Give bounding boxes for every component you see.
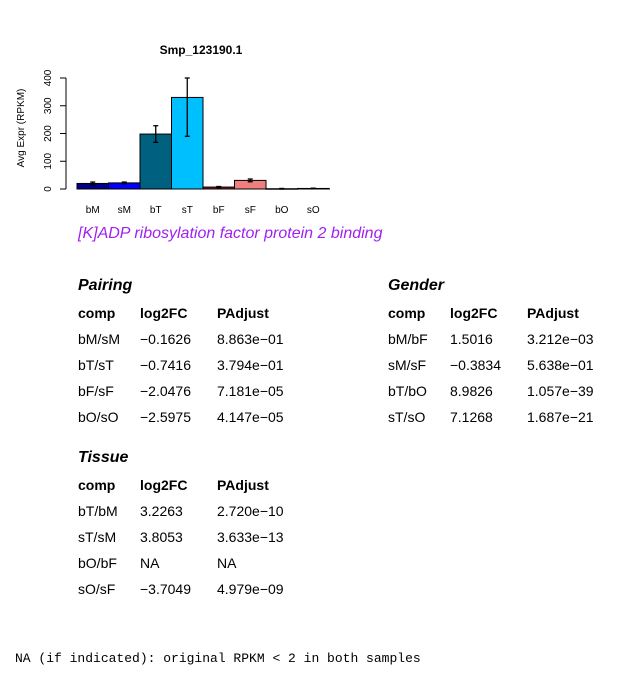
cell-padjust: 8.863e−01: [217, 331, 284, 347]
cell-log2fc: −2.5975: [140, 409, 191, 425]
gender-table: comp log2FC PAdjust bM/bF 1.5016 3.212e−03…: [388, 300, 617, 430]
cell-log2fc: NA: [140, 555, 160, 571]
cell-log2fc: −3.7049: [140, 581, 191, 597]
cell-padjust: 4.979e−09: [217, 581, 284, 597]
cell-log2fc: 3.8053: [140, 529, 183, 545]
gender-title: Gender: [388, 277, 445, 294]
cell-comp: bO/sO: [78, 409, 119, 425]
cell-log2fc: 3.2263: [140, 503, 183, 519]
tissue-title: Tissue: [78, 449, 129, 466]
cell-log2fc: 7.1268: [450, 409, 493, 425]
x-tick-label-sO: sO: [307, 205, 320, 216]
header-comp: comp: [388, 305, 426, 321]
cell-padjust: 2.720e−10: [217, 503, 284, 519]
header-padjust: PAdjust: [217, 477, 269, 493]
x-tick-labels: bM sM bT sT bF sF bO sO: [86, 205, 320, 216]
table-header-row: comp log2FC PAdjust: [388, 300, 617, 326]
cell-comp: bM/bF: [388, 331, 428, 347]
cell-log2fc: −0.1626: [140, 331, 191, 347]
pairing-table: comp log2FC PAdjust bM/sM −0.1626 8.863e−0…: [78, 300, 307, 430]
cell-padjust: 5.638e−01: [527, 357, 594, 373]
bar-bT: [139, 133, 172, 190]
y-tick-label: 0: [43, 186, 54, 192]
x-tick-label-bT: bT: [150, 205, 162, 216]
x-tick-label-bF: bF: [213, 205, 225, 216]
cell-comp: sT/sM: [78, 529, 117, 545]
header-padjust: PAdjust: [217, 305, 269, 321]
cell-padjust: NA: [217, 555, 237, 571]
cell-padjust: 1.057e−39: [527, 383, 594, 399]
cell-padjust: 3.633e−13: [217, 529, 284, 545]
cell-comp: bT/bO: [388, 383, 427, 399]
chart-title: Smp_123190.1: [160, 43, 243, 57]
table-row: bM/sM −0.1626 8.863e−01: [78, 326, 307, 352]
y-tick-label: 300: [43, 97, 54, 114]
expression-bar-chart: Smp_123190.1 Avg Expr (RPKM) 0 100 200 300 4…: [16, 43, 330, 216]
header-log2fc: log2FC: [140, 477, 188, 493]
cell-comp: bO/bF: [78, 555, 117, 571]
table-row: sM/sF −0.3834 5.638e−01: [388, 352, 617, 378]
x-tick-label-sF: sF: [245, 205, 256, 216]
x-tick-label-sM: sM: [118, 205, 131, 216]
cell-comp: sO/sF: [78, 581, 116, 597]
table-row: bM/bF 1.5016 3.212e−03: [388, 326, 617, 352]
cell-padjust: 4.147e−05: [217, 409, 284, 425]
header-log2fc: log2FC: [140, 305, 188, 321]
cell-log2fc: 1.5016: [450, 331, 493, 347]
x-tick-label-bO: bO: [275, 205, 289, 216]
y-axis-label: Avg Expr (RPKM): [16, 89, 27, 168]
cell-padjust: 3.212e−03: [527, 331, 594, 347]
footnote: NA (if indicated): original RPKM < 2 in …: [15, 651, 421, 666]
header-log2fc: log2FC: [450, 305, 498, 321]
cell-log2fc: −0.3834: [450, 357, 501, 373]
table-row: sT/sO 7.1268 1.687e−21: [388, 404, 617, 430]
header-comp: comp: [78, 477, 116, 493]
header-padjust: PAdjust: [527, 305, 579, 321]
cell-comp: bM/sM: [78, 331, 120, 347]
cell-comp: bF/sF: [78, 383, 114, 399]
tissue-table: comp log2FC PAdjust bT/bM 3.2263 2.720e−10…: [78, 472, 307, 602]
cell-log2fc: −0.7416: [140, 357, 191, 373]
y-tick-label: 400: [43, 69, 54, 86]
table-row: sT/sM 3.8053 3.633e−13: [78, 524, 307, 550]
cell-comp: sT/sO: [388, 409, 426, 425]
pairing-title: Pairing: [78, 277, 133, 294]
cell-log2fc: 8.9826: [450, 383, 493, 399]
gene-annotation: [K]ADP ribosylation factor protein 2 bin…: [78, 225, 383, 242]
table-row: bO/bF NA NA: [78, 550, 307, 576]
table-header-row: comp log2FC PAdjust: [78, 300, 307, 326]
cell-comp: sM/sF: [388, 357, 427, 373]
cell-padjust: 1.687e−21: [527, 409, 594, 425]
error-bars: [90, 77, 316, 190]
table-row: sO/sF −3.7049 4.979e−09: [78, 576, 307, 602]
y-tick-label: 200: [43, 125, 54, 142]
cell-padjust: 7.181e−05: [217, 383, 284, 399]
cell-comp: bT/bM: [78, 503, 118, 519]
table-row: bT/sT −0.7416 3.794e−01: [78, 352, 307, 378]
table-row: bF/sF −2.0476 7.181e−05: [78, 378, 307, 404]
table-header-row: comp log2FC PAdjust: [78, 472, 307, 498]
table-row: bT/bM 3.2263 2.720e−10: [78, 498, 307, 524]
y-tick-label: 100: [43, 152, 54, 169]
cell-log2fc: −2.0476: [140, 383, 191, 399]
cell-padjust: 3.794e−01: [217, 357, 284, 373]
table-row: bO/sO −2.5975 4.147e−05: [78, 404, 307, 430]
cell-comp: bT/sT: [78, 357, 114, 373]
table-row: bT/bO 8.9826 1.057e−39: [388, 378, 617, 404]
x-tick-label-bM: bM: [86, 205, 100, 216]
bars: [76, 96, 330, 190]
header-comp: comp: [78, 305, 116, 321]
x-tick-label-sT: sT: [182, 205, 193, 216]
